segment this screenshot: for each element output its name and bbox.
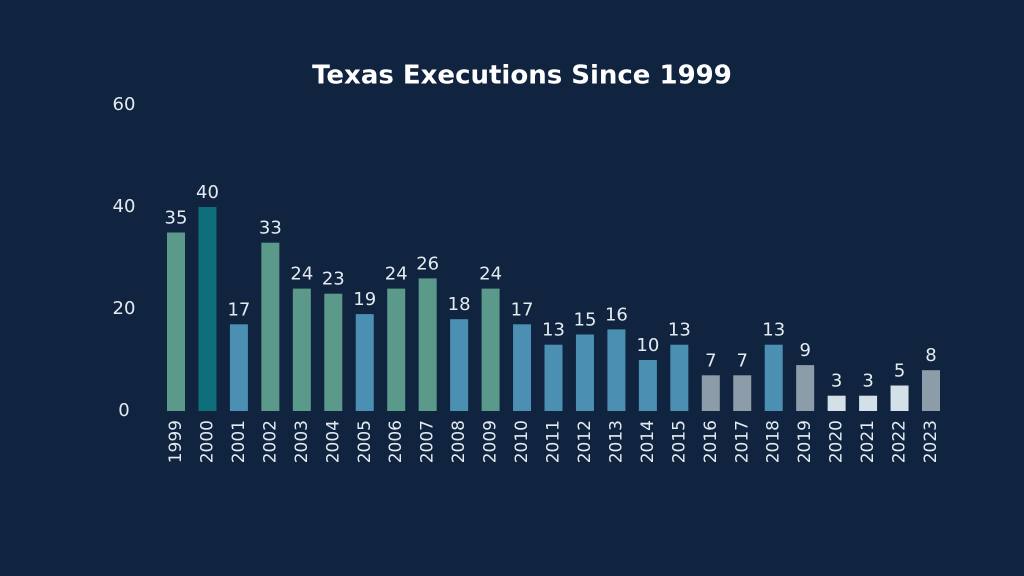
value-label: 15 <box>574 310 597 331</box>
bar <box>670 344 689 411</box>
value-label: 10 <box>636 335 659 356</box>
x-tick-label: 2019 <box>795 420 815 463</box>
x-tick-label: 2001 <box>229 420 249 463</box>
bar <box>418 278 437 411</box>
bar <box>701 375 720 411</box>
x-tick-label: 2009 <box>481 420 501 463</box>
x-tick-label: 1999 <box>166 420 186 463</box>
value-label: 7 <box>705 350 716 371</box>
value-label: 26 <box>416 253 439 274</box>
value-label: 7 <box>737 350 748 371</box>
y-tick-label: 0 <box>118 400 129 421</box>
x-tick-label: 2005 <box>355 420 375 463</box>
bar <box>859 395 878 411</box>
x-tick-label: 2008 <box>449 420 469 463</box>
value-label: 13 <box>762 320 785 341</box>
value-label: 5 <box>894 361 905 382</box>
value-label: 33 <box>259 218 282 239</box>
bar <box>733 375 752 411</box>
x-tick-label: 2023 <box>921 420 941 463</box>
x-tick-label: 2020 <box>827 420 847 463</box>
value-label: 24 <box>290 264 313 285</box>
x-tick-label: 2022 <box>890 420 910 463</box>
bar <box>481 288 500 411</box>
chart-title: Texas Executions Since 1999 <box>312 61 732 91</box>
x-tick-label: 2017 <box>732 420 752 463</box>
x-tick-label: 2006 <box>386 420 406 463</box>
x-tick-label: 2007 <box>418 420 438 463</box>
x-tick-label: 2000 <box>197 420 217 463</box>
bar <box>387 288 406 411</box>
value-label: 40 <box>196 182 219 203</box>
value-label: 3 <box>862 371 873 392</box>
x-tick-label: 2013 <box>606 420 626 463</box>
x-tick-label: 2018 <box>764 420 784 463</box>
value-label: 35 <box>165 208 188 229</box>
bar <box>638 360 657 411</box>
bar <box>198 207 217 411</box>
value-label: 17 <box>511 299 534 320</box>
bar <box>229 324 248 411</box>
bar <box>827 395 846 411</box>
bar <box>607 329 626 411</box>
y-tick-label: 60 <box>113 94 136 115</box>
x-tick-label: 2011 <box>544 420 564 463</box>
y-tick-label: 20 <box>113 298 136 319</box>
bar <box>796 365 815 411</box>
value-label: 9 <box>799 340 810 361</box>
x-tick-label: 2012 <box>575 420 595 463</box>
bar <box>167 232 185 411</box>
value-label: 3 <box>831 371 842 392</box>
x-tick-label: 2004 <box>323 420 343 463</box>
value-label: 16 <box>605 304 628 325</box>
x-tick-label: 2003 <box>292 420 312 463</box>
x-tick-label: 2021 <box>858 420 878 463</box>
bar <box>324 293 343 411</box>
bar <box>292 288 311 411</box>
value-label: 13 <box>542 320 565 341</box>
value-label: 19 <box>353 289 376 310</box>
x-tick-label: 2010 <box>512 420 532 463</box>
x-tick-label: 2015 <box>669 420 689 463</box>
value-label: 17 <box>227 299 250 320</box>
value-label: 24 <box>385 264 408 285</box>
bar <box>922 370 940 411</box>
bar <box>450 319 469 411</box>
y-tick-label: 40 <box>113 196 136 217</box>
value-label: 18 <box>448 294 471 315</box>
bar <box>575 334 594 411</box>
x-tick-label: 2014 <box>638 420 658 463</box>
bar <box>355 314 374 411</box>
bar <box>764 344 783 411</box>
value-label: 8 <box>925 345 936 366</box>
x-tick-label: 2002 <box>260 420 280 463</box>
x-tick-label: 2016 <box>701 420 721 463</box>
value-label: 23 <box>322 269 345 290</box>
bar <box>513 324 532 411</box>
value-label: 13 <box>668 320 691 341</box>
bar <box>544 344 563 411</box>
bar <box>890 385 909 411</box>
bar <box>261 242 280 411</box>
value-label: 24 <box>479 264 502 285</box>
